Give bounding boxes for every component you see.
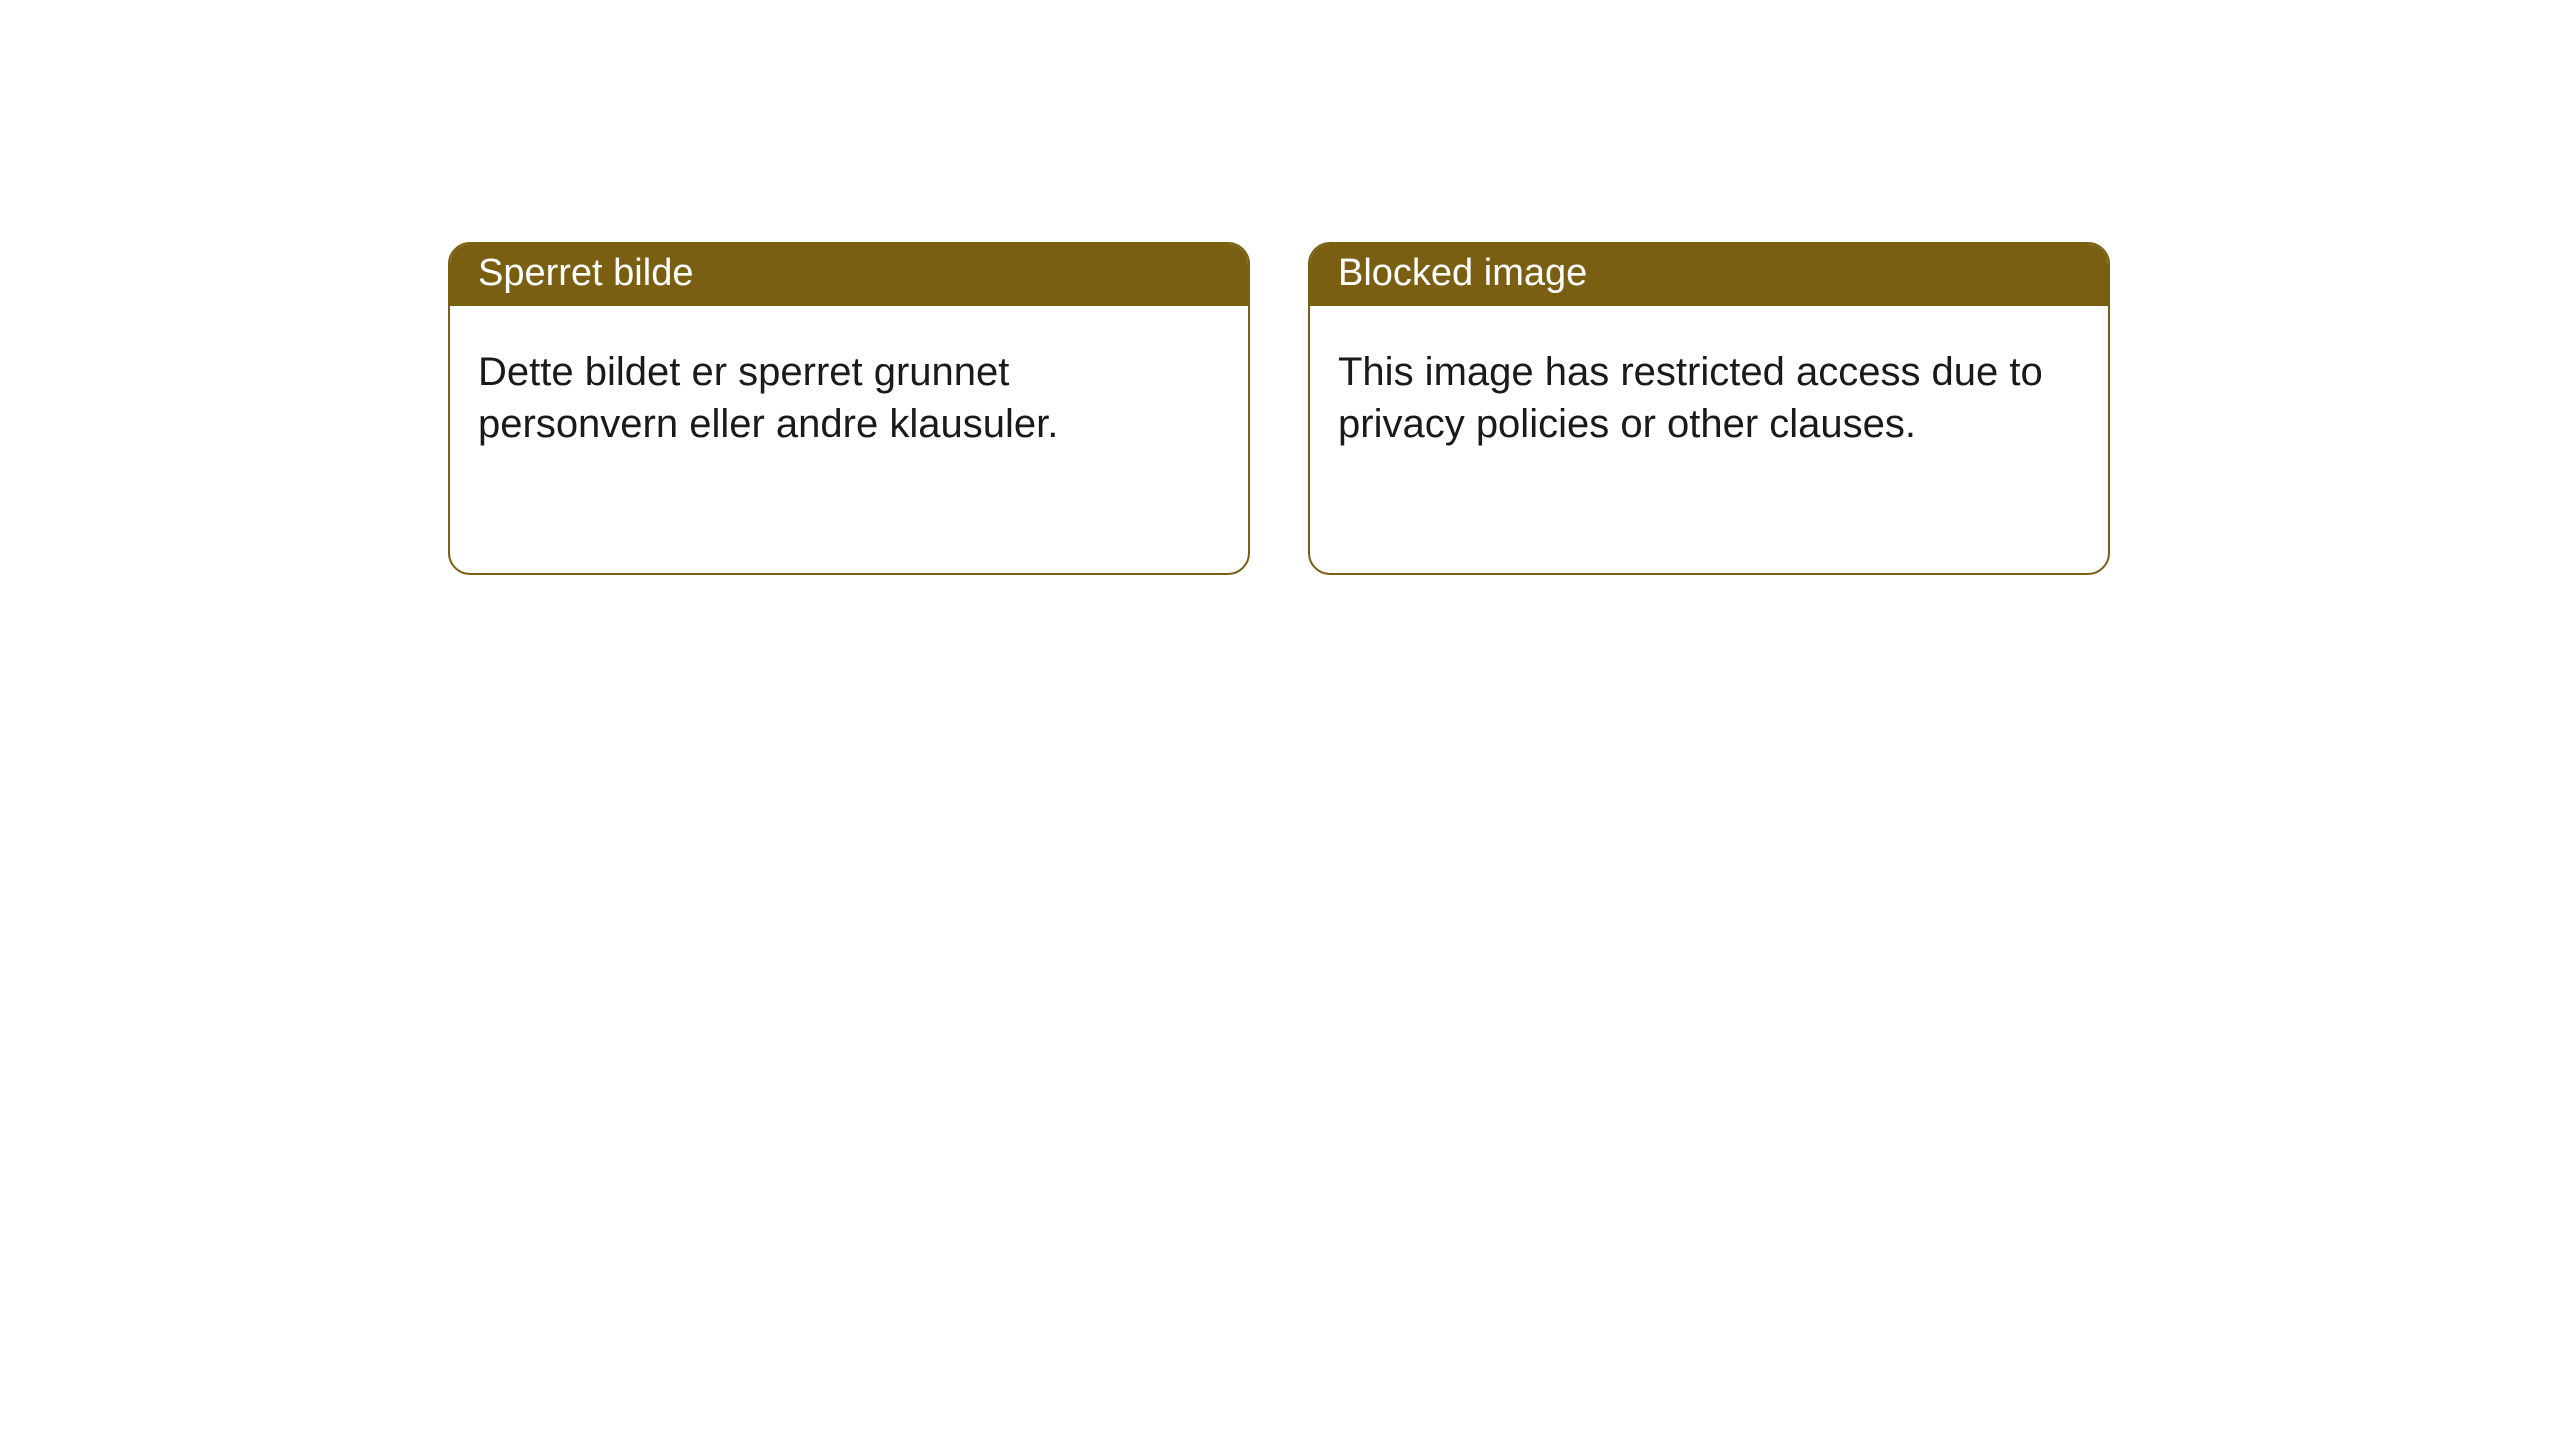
card-body-en: This image has restricted access due to … [1310,306,2108,478]
card-body-no: Dette bildet er sperret grunnet personve… [450,306,1248,478]
card-body-text-en: This image has restricted access due to … [1338,350,2043,446]
blocked-image-card-en: Blocked image This image has restricted … [1308,242,2110,575]
card-title-en: Blocked image [1338,252,1587,295]
blocked-image-card-no: Sperret bilde Dette bildet er sperret gr… [448,242,1250,575]
card-header-no: Sperret bilde [450,244,1248,306]
cards-container: Sperret bilde Dette bildet er sperret gr… [448,242,2110,575]
card-header-en: Blocked image [1310,244,2108,306]
card-title-no: Sperret bilde [478,252,693,295]
card-body-text-no: Dette bildet er sperret grunnet personve… [478,350,1058,446]
